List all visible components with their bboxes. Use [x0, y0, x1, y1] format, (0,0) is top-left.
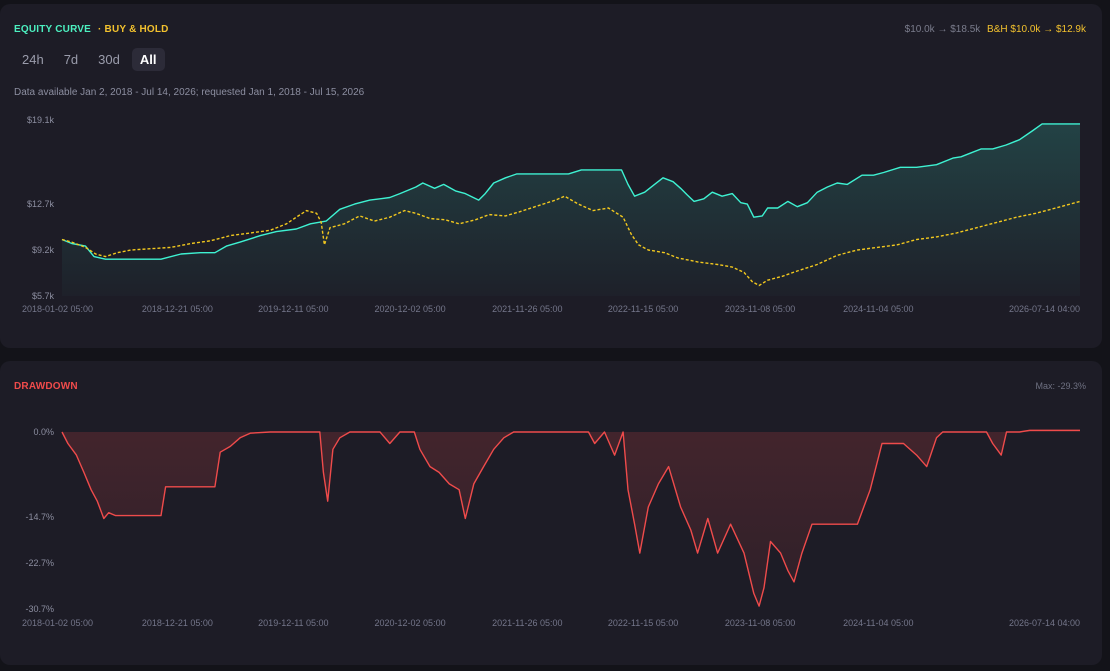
tab-30d[interactable]: 30d	[98, 52, 120, 67]
x-tick-label: 2024-11-04 05:00	[843, 304, 913, 314]
equity-curve-line	[61, 123, 1080, 260]
y-tick-label: $19.1k	[27, 115, 55, 125]
equity-curve-area	[62, 123, 1080, 297]
y-tick-label: $9.2k	[32, 245, 55, 255]
x-tick-label: 2024-11-04 05:00	[843, 618, 913, 628]
equity-summary: $10.0k → $18.5k B&H $10.0k → $12.9k	[905, 24, 1086, 35]
drawdown-panel: DRAWDOWN Max: -29.3% 0.0% -14.7% -22.7% -30…	[0, 361, 1102, 665]
y-tick-label: -30.7%	[25, 604, 54, 614]
x-tick-label: 2020-12-02 05:00	[375, 304, 446, 314]
tab-24h[interactable]: 24h	[22, 52, 44, 67]
x-tick-label: 2026-07-14 04:00	[1009, 618, 1080, 628]
equity-title: EQUITY CURVE · BUY & HOLD	[14, 24, 169, 35]
drawdown-title: DRAWDOWN	[14, 381, 78, 392]
x-tick-label: 2019-12-11 05:00	[258, 304, 328, 314]
equity-curve-label: EQUITY CURVE	[14, 24, 92, 35]
drawdown-line	[61, 429, 1080, 607]
drawdown-area	[62, 430, 1080, 607]
buy-hold-line	[61, 195, 1081, 287]
x-tick-label: 2019-12-11 05:00	[258, 618, 328, 628]
x-tick-label: 2020-12-02 05:00	[375, 618, 446, 628]
data-availability-note: Data available Jan 2, 2018 - Jul 14, 202…	[14, 87, 365, 98]
x-tick-label: 2026-07-14 04:00	[1009, 304, 1080, 314]
buy-hold-summary: B&H $10.0k → $12.9k	[987, 24, 1086, 35]
x-tick-label: 2018-01-02 05:00	[22, 618, 93, 628]
x-tick-label: 2018-12-21 05:00	[142, 618, 213, 628]
x-tick-label: 2018-12-21 05:00	[142, 304, 213, 314]
x-tick-label: 2022-11-15 05:00	[608, 618, 678, 628]
max-drawdown-label: Max: -29.3%	[1035, 381, 1086, 391]
y-tick-label: $12.7k	[27, 199, 55, 209]
equity-chart: $19.1k $12.7k $9.2k $5.7k 2018-01-02 05:00 20…	[22, 115, 1081, 314]
x-tick-label: 2021-11-26 05:00	[492, 304, 562, 314]
drawdown-chart: 0.0% -14.7% -22.7% -30.7% 2018-01-02 05:00 20…	[22, 427, 1080, 628]
y-tick-label: -14.7%	[25, 512, 54, 522]
strategy-summary: $10.0k → $18.5k	[904, 24, 981, 35]
y-tick-label: -22.7%	[25, 558, 54, 568]
x-tick-label: 2018-01-02 05:00	[22, 304, 93, 314]
x-tick-label: 2021-11-26 05:00	[492, 618, 562, 628]
tab-all[interactable]: All	[131, 48, 165, 71]
x-tick-label: 2023-11-08 05:00	[725, 304, 795, 314]
buy-hold-label: · BUY & HOLD	[98, 24, 169, 35]
equity-panel: EQUITY CURVE · BUY & HOLD $10.0k → $18.5…	[0, 4, 1102, 348]
y-tick-label: $5.7k	[32, 291, 55, 301]
x-tick-label: 2022-11-15 05:00	[608, 304, 678, 314]
tab-7d[interactable]: 7d	[63, 52, 79, 67]
y-tick-label: 0.0%	[33, 427, 54, 437]
x-tick-label: 2023-11-08 05:00	[725, 618, 795, 628]
range-tabs: 24h 7d 30d All	[14, 48, 165, 71]
